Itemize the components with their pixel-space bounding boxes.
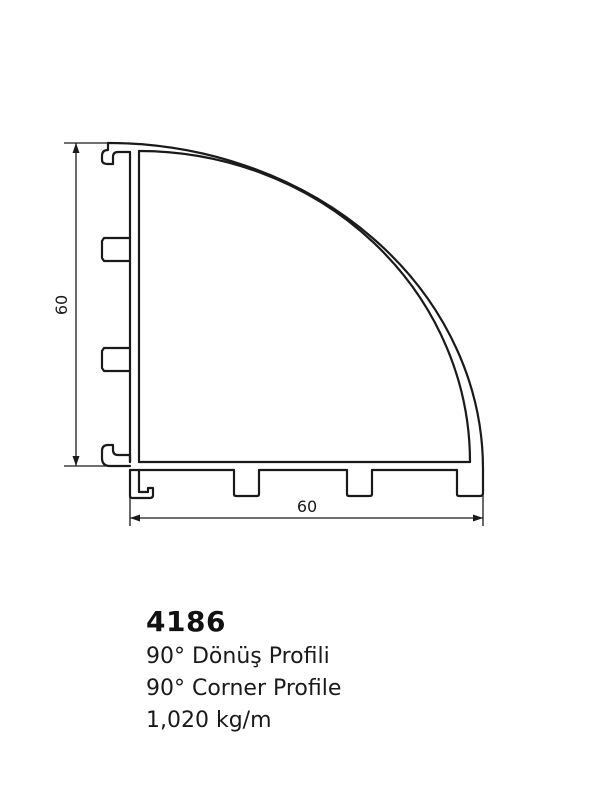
bottom-channel-1 [232, 468, 261, 498]
hook-bottom-right [455, 467, 485, 498]
hook-top-left [100, 141, 132, 166]
corner-profile-drawing: 60 60 [52, 141, 485, 526]
product-name-english: 90° Corner Profile [146, 676, 342, 701]
bottom-channel-2 [345, 468, 374, 498]
hook-bottom-left [100, 443, 132, 468]
product-weight: 1,020 kg/m [146, 708, 272, 733]
product-code: 4186 [146, 605, 226, 638]
inner-arc [137, 149, 472, 464]
height-dimension-label: 60 [52, 295, 71, 315]
left-channel-2 [100, 346, 132, 373]
product-name-turkish: 90° Dönüş Profili [146, 644, 330, 669]
height-dimension [64, 142, 108, 467]
profile-outline [100, 141, 485, 500]
left-channel-1 [100, 236, 132, 263]
product-caption: 4186 90° Dönüş Profili 90° Corner Profil… [146, 603, 566, 737]
outer-arc [106, 141, 485, 471]
width-dimension [129, 494, 484, 526]
width-dimension-label: 60 [297, 497, 317, 516]
